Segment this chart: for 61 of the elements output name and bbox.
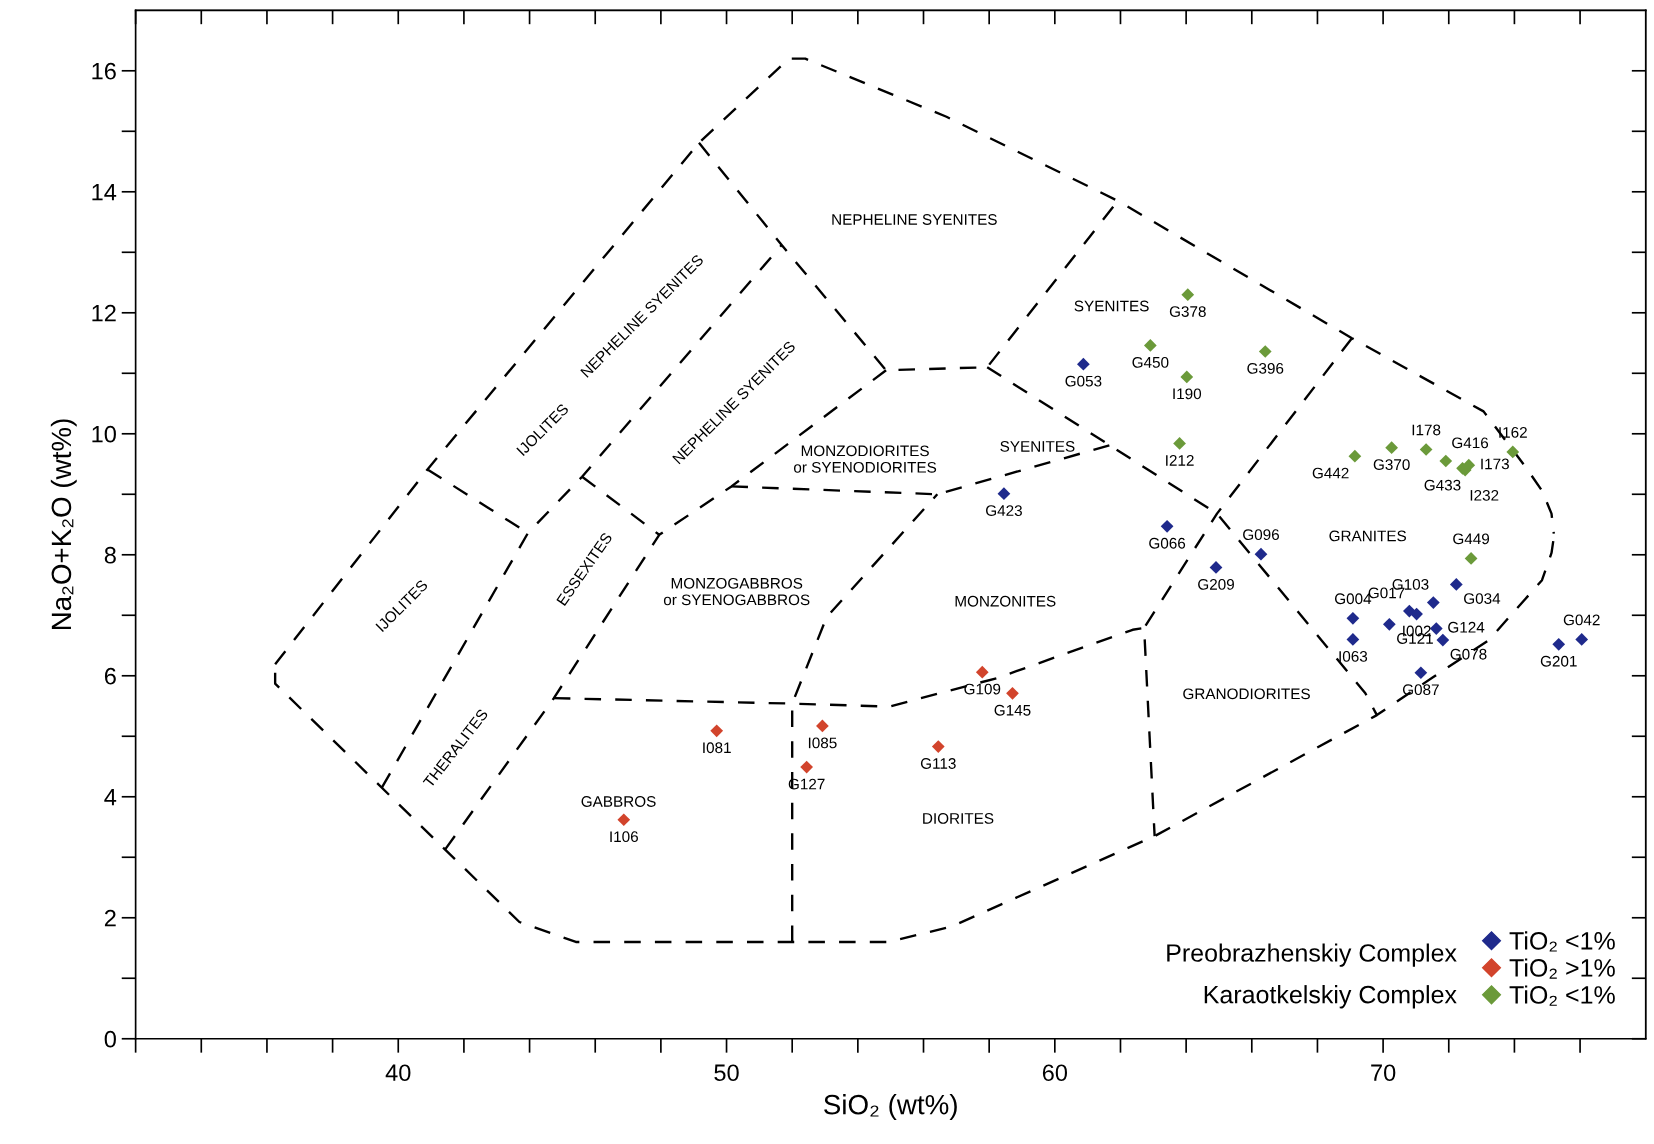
annotation: MONZODIORITES or SYENODIORITES bbox=[793, 445, 937, 473]
annotation: SYENITES bbox=[1000, 440, 1075, 452]
data-label: G145 bbox=[994, 704, 1031, 716]
y-tick-label: 10 bbox=[92, 425, 116, 443]
annotation: MONZOGABBROS or SYENOGABBROS bbox=[663, 577, 810, 606]
data-label: G087 bbox=[1402, 684, 1439, 696]
annotation: Preobrazhenskiy Complex bbox=[1167, 943, 1457, 967]
data-label: G078 bbox=[1450, 648, 1487, 660]
y-tick-label: 16 bbox=[92, 62, 116, 80]
x-tick-label: 60 bbox=[1042, 1064, 1068, 1082]
data-label: G096 bbox=[1243, 529, 1279, 541]
data-label: G124 bbox=[1448, 621, 1485, 633]
y-tick-label: 6 bbox=[104, 667, 116, 685]
y-tick-label: 0 bbox=[104, 1030, 116, 1048]
data-label: I173 bbox=[1481, 458, 1509, 470]
data-label: I190 bbox=[1173, 388, 1202, 400]
y-tick-label: 14 bbox=[92, 184, 117, 201]
y-tick-label: 8 bbox=[104, 546, 116, 564]
data-label: I178 bbox=[1412, 424, 1441, 436]
data-label: I085 bbox=[808, 737, 837, 749]
data-label: G066 bbox=[1149, 537, 1186, 549]
annotation: GRANODIORITES bbox=[1183, 688, 1310, 700]
x-tick-label: 70 bbox=[1371, 1064, 1396, 1082]
data-label: G378 bbox=[1169, 306, 1206, 317]
x-tick-label: 50 bbox=[714, 1064, 739, 1082]
annotation: SYENITES bbox=[1074, 300, 1149, 312]
y-tick-label: 12 bbox=[92, 304, 116, 322]
x-axis-title: SiO₂ (wt%) bbox=[824, 1094, 957, 1120]
data-label: G042 bbox=[1563, 614, 1600, 626]
data-label: G442 bbox=[1312, 467, 1349, 479]
annotation: MONZONITES bbox=[955, 595, 1056, 607]
data-label: G201 bbox=[1540, 655, 1577, 667]
data-label: I081 bbox=[703, 742, 731, 754]
data-label: G396 bbox=[1247, 363, 1284, 374]
data-label: G109 bbox=[964, 683, 1001, 695]
data-label: G423 bbox=[986, 505, 1022, 516]
data-label: G433 bbox=[1424, 479, 1461, 491]
x-tick-label: 40 bbox=[385, 1064, 411, 1082]
legend-label: TiO₂ <1% bbox=[1509, 985, 1615, 1006]
data-label: G113 bbox=[920, 758, 956, 769]
y-axis-title: Na₂O+K₂O (wt%) bbox=[50, 419, 77, 630]
annotation: GRANITES bbox=[1329, 530, 1407, 542]
data-label: G449 bbox=[1453, 533, 1490, 545]
y-tick-label: 2 bbox=[104, 909, 116, 927]
data-label: G034 bbox=[1464, 593, 1501, 604]
data-label: G370 bbox=[1373, 459, 1410, 471]
data-label: I212 bbox=[1166, 454, 1194, 466]
data-label: G450 bbox=[1132, 356, 1169, 368]
data-label: G416 bbox=[1452, 437, 1489, 449]
data-label: I232 bbox=[1470, 489, 1499, 501]
annotation: GABBROS bbox=[581, 796, 656, 807]
legend-label: TiO₂ >1% bbox=[1509, 958, 1615, 979]
annotation: Karaotkelskiy Complex bbox=[1204, 985, 1457, 1009]
annotation: NEPHELINE SYENITES bbox=[832, 214, 997, 225]
annotation: DIORITES bbox=[923, 813, 994, 824]
y-tick-label: 4 bbox=[104, 789, 117, 806]
data-label: G209 bbox=[1198, 578, 1234, 590]
data-label: G053 bbox=[1065, 375, 1102, 387]
data-label: I063 bbox=[1339, 650, 1368, 662]
data-label: I106 bbox=[610, 831, 638, 843]
legend-label: TiO₂ <1% bbox=[1509, 931, 1615, 952]
